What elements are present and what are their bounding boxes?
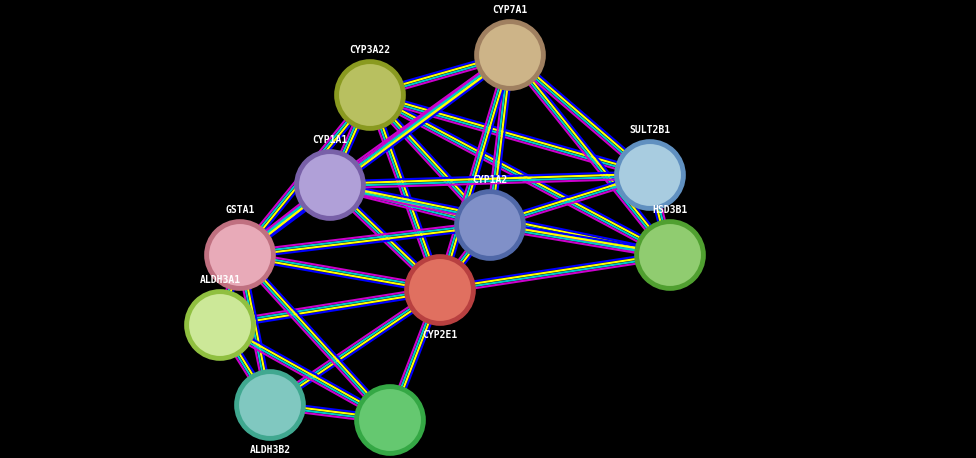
Circle shape <box>334 59 406 131</box>
Circle shape <box>474 19 546 91</box>
Circle shape <box>458 193 522 257</box>
Circle shape <box>478 23 542 87</box>
Circle shape <box>238 373 302 437</box>
Circle shape <box>634 219 706 291</box>
Circle shape <box>298 153 362 217</box>
Circle shape <box>638 223 702 287</box>
Circle shape <box>294 149 366 221</box>
Text: CYP7A1: CYP7A1 <box>492 5 528 15</box>
Circle shape <box>354 384 426 456</box>
Circle shape <box>234 369 305 441</box>
Circle shape <box>408 258 472 322</box>
Circle shape <box>454 189 526 261</box>
Circle shape <box>208 223 272 287</box>
Text: CYP2E1: CYP2E1 <box>423 330 458 340</box>
Circle shape <box>204 219 276 291</box>
Text: ALDH3B2: ALDH3B2 <box>250 445 291 455</box>
Text: CYP1A2: CYP1A2 <box>472 175 508 185</box>
Circle shape <box>184 289 256 361</box>
Text: CYP1A1: CYP1A1 <box>312 135 347 145</box>
Circle shape <box>614 139 686 211</box>
Circle shape <box>188 293 252 357</box>
Circle shape <box>404 254 476 326</box>
Text: ALDH3A1: ALDH3A1 <box>199 275 240 285</box>
Circle shape <box>618 143 682 207</box>
Text: SULT2B1: SULT2B1 <box>630 125 671 135</box>
Circle shape <box>338 63 402 127</box>
Text: CYP3A22: CYP3A22 <box>349 45 390 55</box>
Text: GSTA1: GSTA1 <box>225 205 255 215</box>
Circle shape <box>358 388 422 452</box>
Text: HSD3B1: HSD3B1 <box>652 205 688 215</box>
